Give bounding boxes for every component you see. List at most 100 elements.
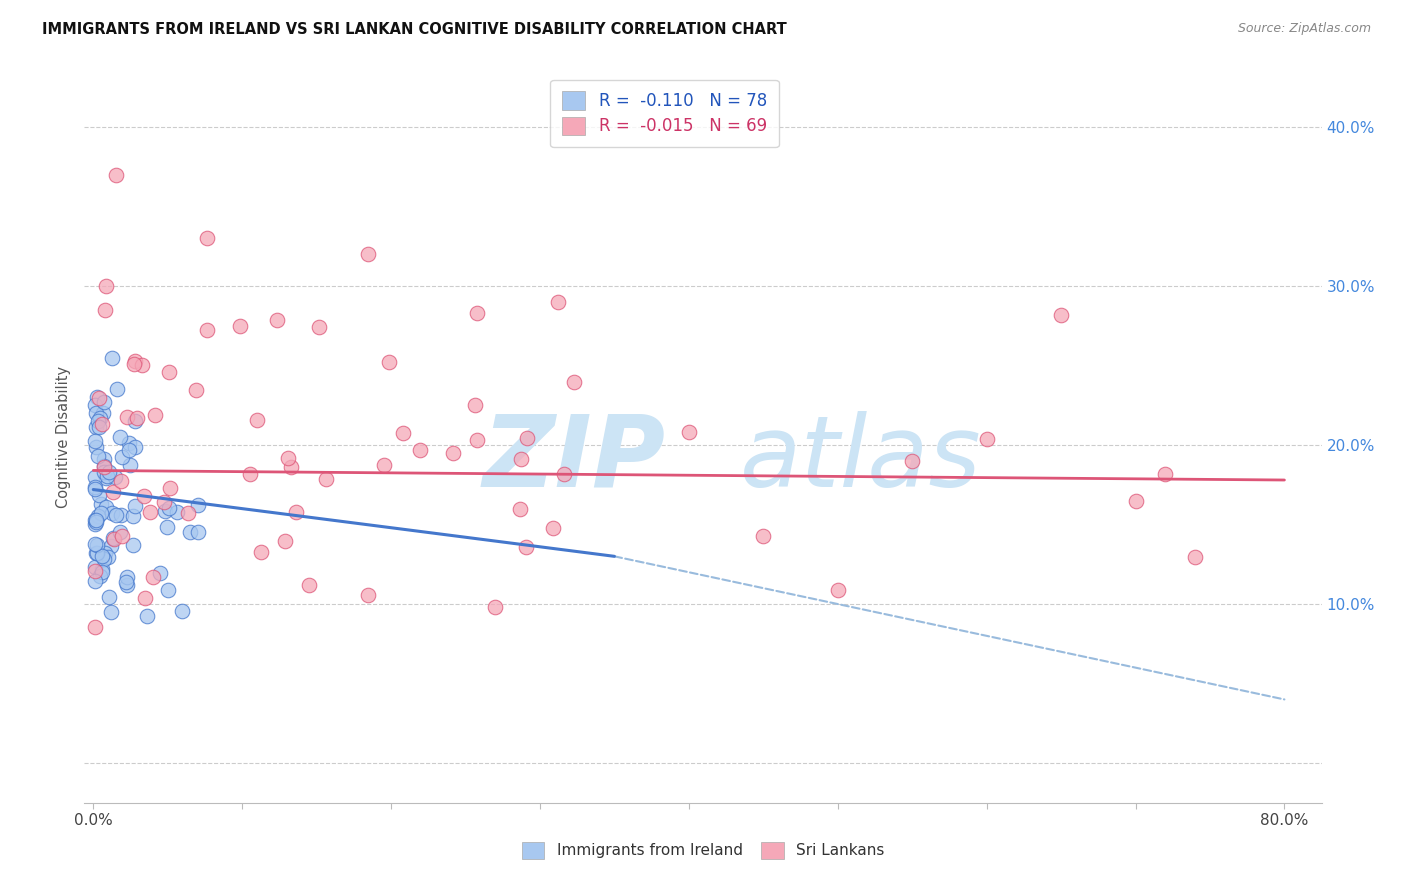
Point (120, 458, 142, 472)
Point (83, 434, 105, 448)
Point (83, 537, 105, 551)
Point (83, 620, 105, 634)
Point (186, 498, 208, 512)
Point (96, 471, 118, 485)
Point (166, 505, 188, 519)
Point (153, 504, 176, 518)
Point (108, 430, 131, 444)
Point (134, 591, 156, 606)
Point (357, 588, 380, 602)
Point (516, 431, 538, 445)
Point (157, 583, 180, 598)
Point (280, 460, 302, 475)
Point (103, 533, 125, 547)
Point (315, 472, 337, 486)
Point (103, 470, 125, 484)
Point (373, 458, 395, 472)
Point (121, 509, 143, 524)
Point (89, 568, 111, 582)
Point (110, 474, 132, 488)
Point (86, 449, 108, 463)
Point (110, 508, 132, 522)
Point (124, 354, 146, 368)
Point (83, 516, 105, 531)
Point (901, 453, 924, 467)
Point (170, 605, 193, 619)
Point (84, 515, 107, 529)
Point (84, 546, 107, 560)
Point (87, 420, 110, 434)
Point (110, 524, 132, 539)
Point (105, 383, 128, 397)
Point (93, 551, 115, 566)
Point (84, 406, 107, 420)
Point (752, 529, 775, 543)
Point (515, 540, 537, 554)
Point (976, 432, 998, 446)
Point (84, 513, 107, 527)
Point (93, 395, 115, 409)
Point (1050, 308, 1073, 322)
Point (93, 452, 115, 467)
Point (91, 561, 114, 575)
Point (827, 582, 849, 597)
Point (101, 506, 124, 520)
Point (84, 419, 107, 434)
Point (124, 414, 146, 428)
Point (115, 410, 138, 425)
Point (464, 398, 486, 412)
Point (142, 570, 165, 584)
Legend: Immigrants from Ireland, Sri Lankans: Immigrants from Ireland, Sri Lankans (516, 836, 890, 864)
Point (84, 480, 107, 494)
Text: IMMIGRANTS FROM IRELAND VS SRI LANKAN COGNITIVE DISABILITY CORRELATION CHART: IMMIGRANTS FROM IRELAND VS SRI LANKAN CO… (42, 22, 787, 37)
Point (105, 508, 128, 523)
Point (84, 574, 107, 588)
Point (89, 391, 111, 405)
Text: ZIP: ZIP (482, 410, 666, 508)
Text: Source: ZipAtlas.com: Source: ZipAtlas.com (1237, 22, 1371, 36)
Point (159, 482, 181, 496)
Point (153, 495, 176, 509)
Point (441, 446, 464, 460)
Point (131, 358, 153, 372)
Point (98, 590, 121, 604)
Point (87, 488, 110, 502)
Point (125, 410, 148, 425)
Point (84, 440, 107, 454)
Point (84, 560, 107, 574)
Point (124, 500, 146, 514)
Point (277, 450, 299, 465)
Point (484, 599, 506, 614)
Point (96, 469, 118, 483)
Point (176, 506, 198, 520)
Point (229, 318, 252, 333)
Point (115, 578, 138, 592)
Point (97, 550, 120, 565)
Point (678, 425, 700, 439)
Point (101, 485, 124, 500)
Point (409, 443, 432, 458)
Text: atlas: atlas (740, 410, 981, 508)
Point (122, 357, 145, 371)
Point (91, 406, 114, 420)
Point (274, 533, 297, 548)
Point (91, 417, 114, 432)
Point (1154, 467, 1177, 481)
Point (564, 375, 586, 389)
Point (357, 247, 380, 261)
Point (111, 529, 134, 543)
Point (83, 482, 105, 496)
Point (510, 452, 533, 467)
Point (118, 442, 141, 457)
Point (298, 578, 321, 592)
Point (100, 539, 122, 553)
Point (250, 545, 273, 559)
Point (97, 465, 120, 479)
Point (547, 295, 569, 310)
Y-axis label: Cognitive Disability: Cognitive Disability (56, 366, 72, 508)
Point (143, 408, 166, 422)
Point (94, 302, 117, 317)
Point (156, 520, 179, 534)
Point (186, 383, 208, 397)
Point (157, 501, 180, 516)
